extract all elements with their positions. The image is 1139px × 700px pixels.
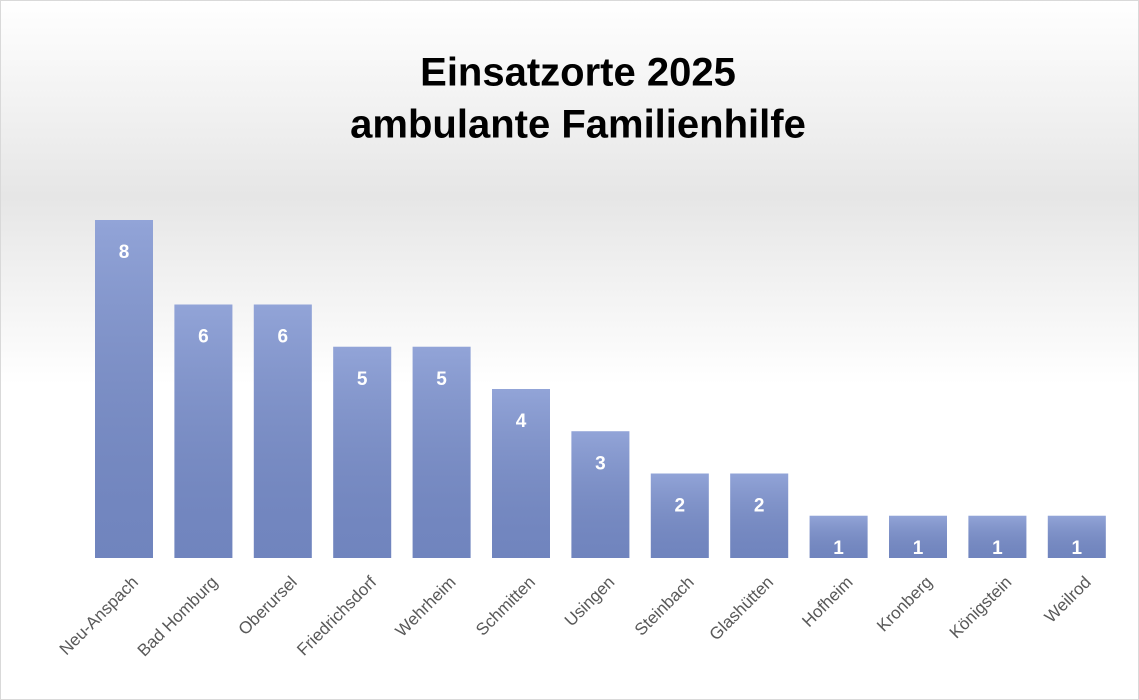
- bar-shade: [333, 346, 392, 558]
- bar-shade: [1047, 515, 1106, 558]
- data-label: 2: [675, 496, 686, 517]
- data-label: 6: [278, 327, 289, 348]
- data-label: 1: [833, 538, 844, 559]
- data-label: 2: [754, 496, 765, 517]
- bar-shade: [730, 473, 789, 558]
- bar-shade: [95, 220, 153, 558]
- bar-shade: [174, 304, 233, 558]
- chart-title: ambulante Familienhilfe: [350, 103, 806, 147]
- data-label: 6: [198, 327, 209, 348]
- data-label: 5: [357, 369, 368, 390]
- bar-shade: [412, 346, 471, 558]
- data-label: 4: [516, 411, 527, 432]
- bar-shade: [809, 515, 868, 558]
- bar-shade: [650, 473, 709, 558]
- data-label: 8: [119, 242, 130, 263]
- data-label: 3: [595, 453, 606, 474]
- bar-shade: [492, 389, 550, 558]
- bar-shade: [571, 431, 630, 558]
- data-label: 1: [913, 538, 924, 559]
- data-label: 1: [992, 538, 1003, 559]
- chart-title: Einsatzorte 2025: [420, 51, 736, 95]
- bar-shade: [968, 515, 1027, 558]
- data-label: 1: [1072, 538, 1083, 559]
- data-label: 5: [436, 369, 447, 390]
- bar-shade: [253, 304, 312, 558]
- bar-shade: [889, 515, 947, 558]
